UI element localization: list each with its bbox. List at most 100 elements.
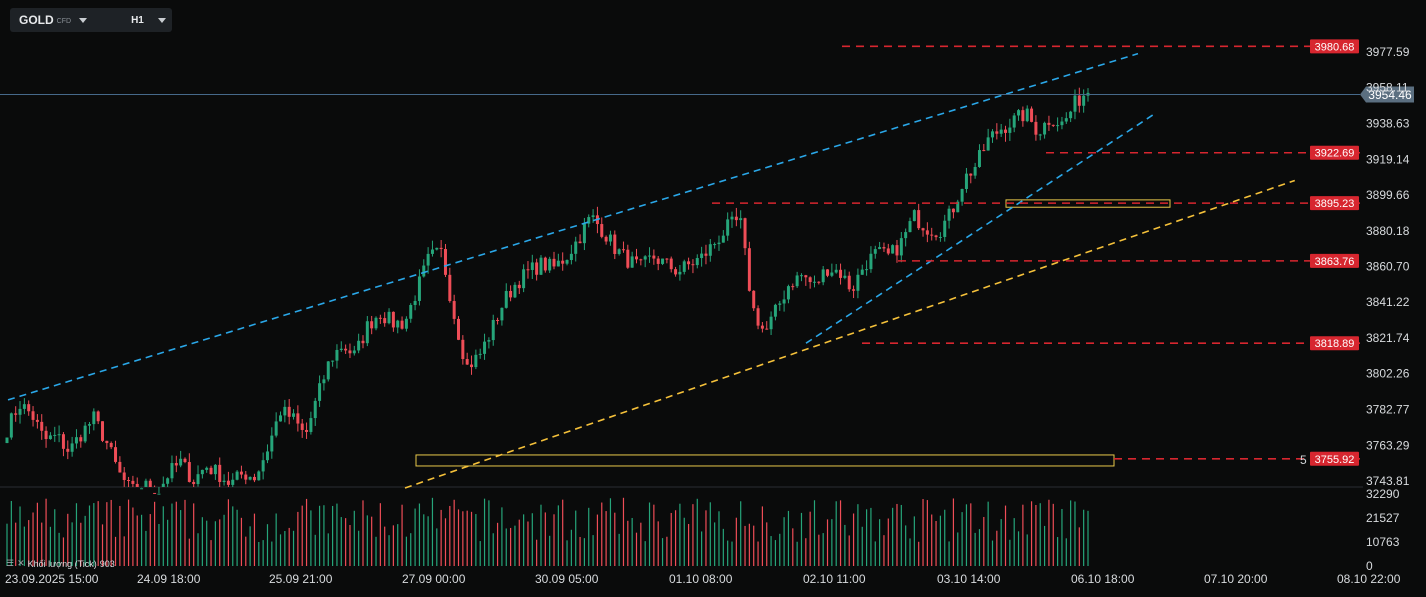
- volume-legend-label: Khối lượng (Tick): [27, 558, 97, 569]
- candle-bull: [231, 479, 235, 485]
- x-tick-label: 24.09 18:00: [137, 572, 201, 586]
- candle-bull: [1043, 122, 1047, 135]
- price-level-tag-label: 3895.23: [1315, 198, 1355, 210]
- candle-bear: [122, 472, 126, 480]
- candle-bull: [339, 348, 343, 350]
- y-tick-label: 3763.29: [1366, 438, 1410, 452]
- y-tick-label: 3821.74: [1366, 331, 1410, 345]
- candle-bear: [344, 348, 348, 351]
- candle-bear: [31, 411, 35, 420]
- candle-bull: [708, 244, 712, 256]
- candle-bull: [9, 413, 13, 438]
- symbol-label[interactable]: GOLD: [19, 13, 54, 27]
- trend-line: [805, 113, 1155, 344]
- candle-bear: [135, 483, 139, 487]
- candle-bull: [140, 488, 144, 490]
- candle-bull: [474, 354, 478, 368]
- candle-bull: [582, 223, 586, 244]
- timeframe-dropdown-icon[interactable]: [157, 17, 166, 23]
- candle-bull: [778, 303, 782, 305]
- candle-bull: [986, 137, 990, 151]
- candle-bull: [404, 318, 408, 329]
- candle-bull: [739, 218, 743, 221]
- candle-bull: [18, 408, 22, 415]
- candle-bear: [600, 224, 604, 237]
- level-marker: 5: [1300, 453, 1307, 467]
- candle-bull: [912, 210, 916, 222]
- zone-box: [415, 454, 1115, 467]
- trend-line: [404, 179, 1296, 489]
- candle-bull: [556, 260, 560, 267]
- candle-bear: [1077, 95, 1081, 106]
- candle-bull: [960, 188, 964, 202]
- candle-bull: [812, 281, 816, 283]
- candle-bear: [61, 434, 65, 449]
- candle-bull: [1060, 121, 1064, 126]
- candle-bull: [865, 269, 869, 271]
- candle-bear: [752, 290, 756, 309]
- candle-bear: [361, 340, 365, 344]
- candle-bear: [691, 264, 695, 266]
- y-tick-label: 3860.70: [1366, 260, 1410, 274]
- candle-bull: [478, 353, 482, 355]
- symbol-type-label: CFD: [56, 17, 72, 25]
- x-tick-label: 01.10 08:00: [669, 572, 733, 586]
- candle-bull: [426, 253, 430, 266]
- candle-bull: [574, 241, 578, 254]
- candle-bull: [365, 321, 369, 344]
- indicator-settings-icon[interactable]: ☰: [6, 558, 15, 568]
- candle-bull: [1056, 125, 1060, 127]
- candle-bear: [470, 364, 474, 368]
- candle-bear: [895, 245, 899, 256]
- candle-bull: [257, 471, 261, 481]
- timeframe-label[interactable]: H1: [131, 14, 144, 26]
- candle-bear: [665, 258, 669, 260]
- candle-bull: [964, 173, 968, 189]
- candle-bull: [695, 258, 699, 266]
- candle-bear: [747, 248, 751, 291]
- candle-bull: [491, 319, 495, 341]
- x-tick-label: 03.10 14:00: [937, 572, 1001, 586]
- candle-bull: [678, 271, 682, 275]
- candle-bear: [101, 421, 105, 441]
- candle-bull: [92, 411, 96, 425]
- candle-bear: [674, 269, 678, 275]
- candle-bull: [409, 304, 413, 319]
- candle-bull: [500, 307, 504, 321]
- candle-bear: [439, 247, 443, 250]
- candle-bull: [1008, 127, 1012, 133]
- candle-bull: [1012, 115, 1016, 128]
- candle-bull: [956, 201, 960, 213]
- indicator-close-icon[interactable]: ✕: [17, 558, 25, 568]
- candle-bear: [917, 210, 921, 229]
- x-tick-label: 08.10 22:00: [1337, 572, 1401, 586]
- candle-bear: [1034, 121, 1038, 135]
- candle-bear: [1004, 129, 1008, 133]
- candle-bull: [292, 413, 296, 417]
- candle-bear: [509, 290, 513, 298]
- candle-bull: [279, 415, 283, 422]
- candle-bull: [591, 215, 595, 218]
- candle-bear: [14, 413, 18, 415]
- candle-bull: [565, 260, 569, 264]
- candle-bear: [378, 317, 382, 319]
- candle-bull: [643, 256, 647, 260]
- candle-bear: [839, 269, 843, 278]
- symbol-dropdown-icon[interactable]: [79, 17, 88, 23]
- candle-bull: [830, 272, 834, 276]
- candle-bull: [908, 221, 912, 233]
- candle-bear: [287, 406, 291, 417]
- price-level-tag: [1310, 336, 1359, 351]
- candle-bear: [760, 325, 764, 329]
- candle-bull: [608, 234, 612, 242]
- candle-bull: [773, 304, 777, 317]
- trend-line: [7, 52, 1139, 401]
- candle-bull: [943, 220, 947, 237]
- candle-bull: [522, 269, 526, 289]
- price-level-tag: [1310, 451, 1359, 466]
- candle-bear: [79, 437, 83, 442]
- candle-bear: [734, 216, 738, 221]
- candle-bear: [934, 235, 938, 238]
- candle-bear: [35, 419, 39, 422]
